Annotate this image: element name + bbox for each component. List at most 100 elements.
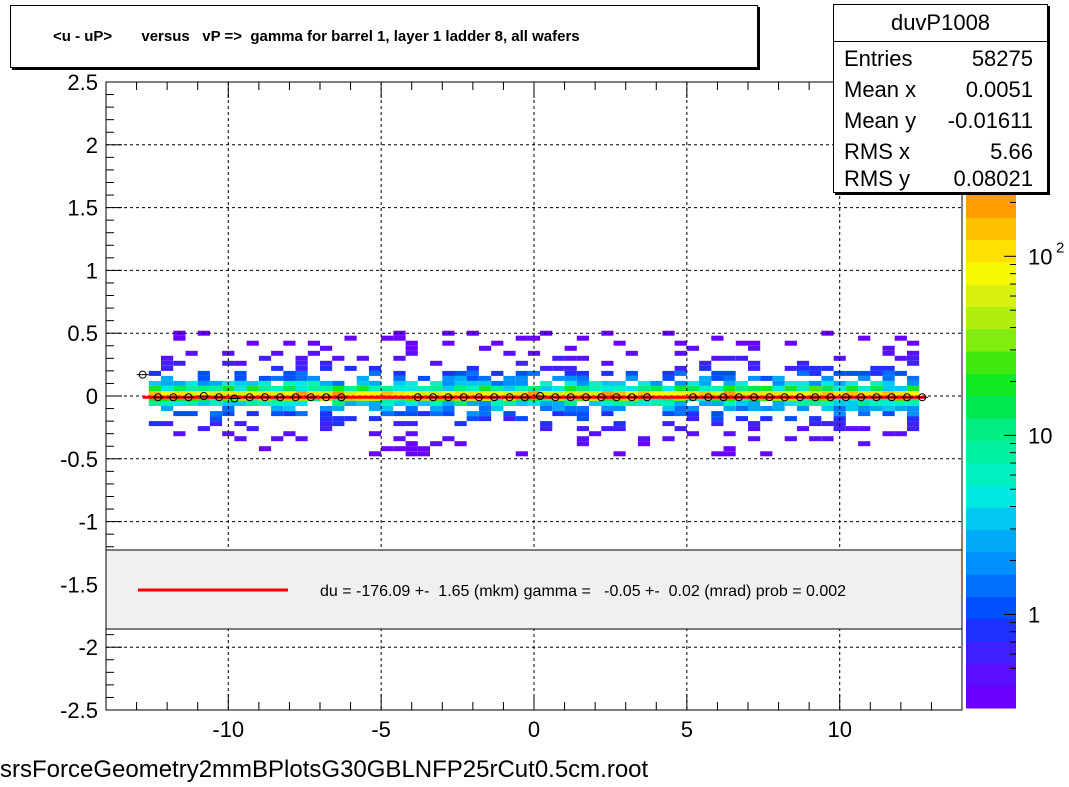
heatmap-cell	[540, 401, 553, 406]
heatmap-cell	[454, 421, 467, 427]
heatmap-cell	[907, 391, 920, 396]
heatmap-cell	[589, 401, 602, 406]
palette-segment	[966, 373, 1016, 397]
heatmap-cell	[491, 406, 504, 411]
heatmap-cell	[784, 386, 797, 391]
heatmap-cell	[295, 386, 308, 391]
heatmap-cell	[491, 340, 504, 346]
heatmap-cell	[405, 451, 418, 457]
heatmap-cell	[283, 411, 296, 417]
heatmap-cell	[515, 391, 528, 396]
heatmap-cell	[173, 391, 186, 396]
heatmap-cell	[466, 370, 479, 376]
heatmap-cell	[295, 401, 308, 406]
heatmap-cell	[454, 441, 467, 447]
heatmap-cell	[405, 401, 418, 406]
heatmap-cell	[271, 375, 284, 381]
heatmap-cell	[344, 335, 357, 341]
heatmap-cell	[882, 350, 895, 356]
heatmap-cell	[417, 446, 430, 452]
heatmap-cell	[637, 380, 651, 386]
heatmap-cell	[405, 446, 418, 452]
heatmap-cell	[295, 355, 308, 361]
heatmap-cell	[784, 436, 797, 442]
profile-point	[322, 393, 331, 402]
heatmap-cell	[320, 421, 333, 427]
heatmap-cell	[674, 426, 687, 432]
heatmap-cell	[907, 360, 920, 366]
heatmap-cell	[503, 416, 516, 422]
heatmap-cell	[430, 360, 443, 366]
heatmap-cell	[723, 406, 736, 411]
heatmap-cell	[589, 380, 602, 386]
heatmap-cell	[686, 345, 700, 351]
heatmap-cell	[515, 386, 528, 391]
heatmap-cell	[283, 380, 296, 386]
heatmap-cell	[882, 406, 895, 411]
color-palette	[966, 195, 1016, 709]
heatmap-cell	[796, 365, 810, 371]
heatmap-cell	[271, 436, 284, 442]
heatmap-cell	[332, 406, 345, 411]
stats-row-rms-x: RMS x 5.66	[844, 139, 1033, 167]
heatmap-cell	[479, 406, 492, 411]
heatmap-cell	[748, 421, 761, 427]
heatmap-cell	[503, 350, 516, 356]
heatmap-cell	[613, 426, 626, 432]
heatmap-cell	[907, 416, 920, 422]
stats-row-mean-x: Mean x 0.0051	[844, 77, 1033, 105]
heatmap-cell	[748, 386, 761, 391]
heatmap-cell	[161, 421, 174, 427]
heatmap-cell	[894, 335, 907, 341]
profile-point	[750, 393, 759, 402]
heatmap-cell	[870, 365, 883, 371]
heatmap-cell	[711, 401, 724, 406]
heatmap-cell	[405, 421, 418, 427]
stats-row-entries: Entries 58275	[844, 46, 1033, 74]
heatmap-cell	[405, 350, 418, 356]
heatmap-cell	[393, 446, 406, 452]
heatmap-cell	[833, 391, 846, 396]
heatmap-cell	[735, 340, 748, 346]
heatmap-cell	[809, 386, 822, 391]
profile-point	[841, 393, 850, 402]
heatmap-cell	[381, 406, 394, 411]
heatmap-cell	[540, 421, 553, 427]
heatmap-cell	[723, 375, 736, 381]
heatmap-cell	[858, 441, 871, 447]
heatmap-cell	[209, 401, 223, 406]
heatmap-cell	[711, 375, 724, 381]
profile-point	[688, 393, 697, 402]
heatmap-cell	[271, 401, 284, 406]
heatmap-cell	[784, 401, 797, 406]
heatmap-cell	[381, 401, 394, 406]
heatmap-cell	[650, 401, 663, 406]
heatmap-cell	[882, 401, 895, 406]
stats-value: 58275	[971, 46, 1033, 71]
x-tick-label: 0	[528, 717, 540, 742]
heatmap-cell	[185, 401, 198, 406]
heatmap-cell	[234, 386, 247, 391]
heatmap-cell	[173, 360, 186, 366]
heatmap-cell	[430, 386, 443, 391]
heatmap-cell	[307, 350, 320, 356]
heatmap-cell	[368, 451, 382, 457]
heatmap-cell	[699, 386, 712, 391]
heatmap-cell	[845, 406, 858, 411]
heatmap-cell	[748, 340, 761, 346]
stats-value: -0.01611	[947, 108, 1033, 133]
heatmap-cell	[772, 380, 785, 386]
heatmap-cell	[674, 401, 687, 406]
heatmap-cell	[858, 426, 871, 432]
heatmap-cell	[613, 451, 626, 457]
heatmap-cell	[515, 451, 528, 457]
heatmap-cell	[723, 386, 736, 391]
heatmap-cell	[796, 401, 810, 406]
heatmap-cell	[393, 335, 406, 341]
heatmap-cell	[527, 401, 541, 406]
y-tick-label: -0.5	[60, 447, 98, 472]
heatmap-cell	[870, 401, 883, 406]
heatmap-cell	[772, 406, 785, 411]
profile-point	[887, 393, 896, 402]
heatmap-cell	[320, 426, 333, 432]
